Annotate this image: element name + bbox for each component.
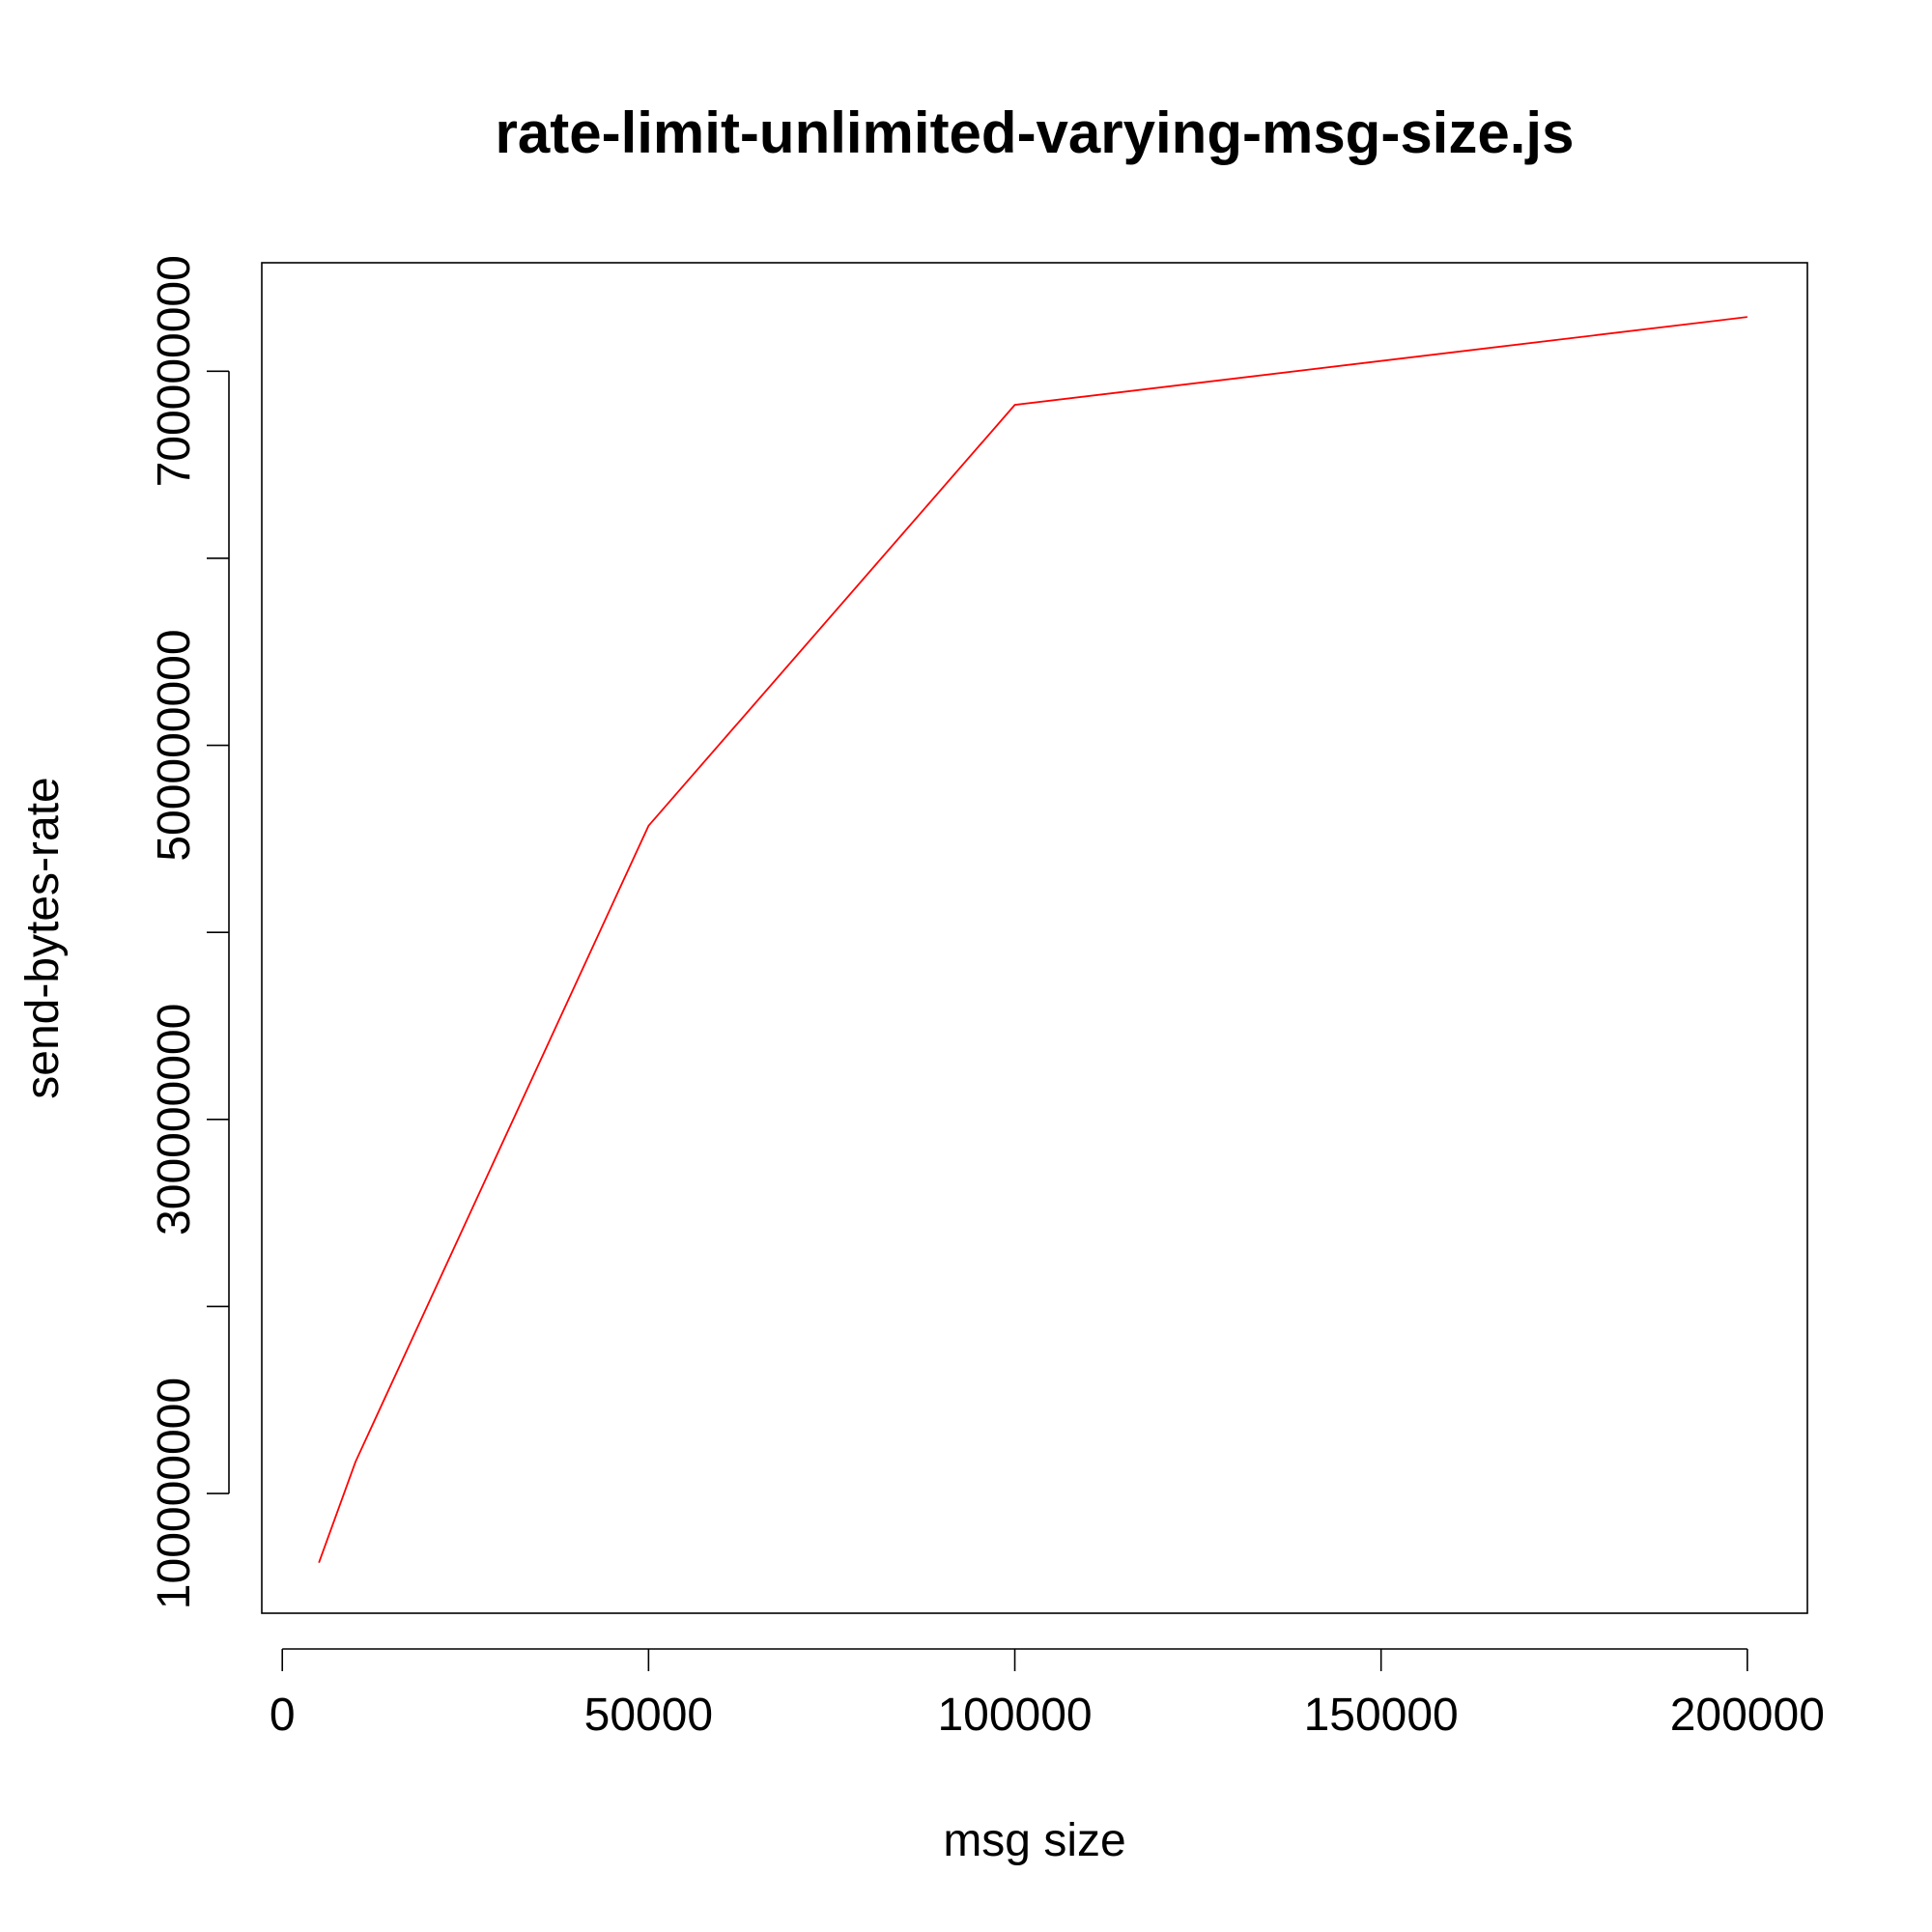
x-tick-label: 150000 xyxy=(1304,1690,1459,1741)
y-tick-label: 100000000 xyxy=(149,1378,200,1609)
plot-area-frame xyxy=(261,262,1808,1614)
x-tick-label: 0 xyxy=(270,1690,296,1741)
x-axis: 0 50000 100000 150000 200000 xyxy=(270,1648,1825,1741)
y-tick-label: 700000000 xyxy=(149,255,200,487)
x-tick-label: 50000 xyxy=(584,1690,713,1741)
y-tick-label: 500000000 xyxy=(149,629,200,861)
chart-title: rate-limit-unlimited-varying-msg-size.js xyxy=(496,100,1575,165)
x-tick-label: 100000 xyxy=(937,1690,1092,1741)
x-axis-title: msg size xyxy=(943,1815,1125,1866)
y-axis-title: send-bytes-rate xyxy=(17,777,69,1099)
y-tick-label: 300000000 xyxy=(149,1004,200,1236)
x-tick-label: 200000 xyxy=(1670,1690,1825,1741)
series-layer xyxy=(318,316,1747,1564)
series-line xyxy=(318,316,1747,1564)
y-axis: 100000000 300000000 500000000 700000000 xyxy=(149,255,230,1609)
